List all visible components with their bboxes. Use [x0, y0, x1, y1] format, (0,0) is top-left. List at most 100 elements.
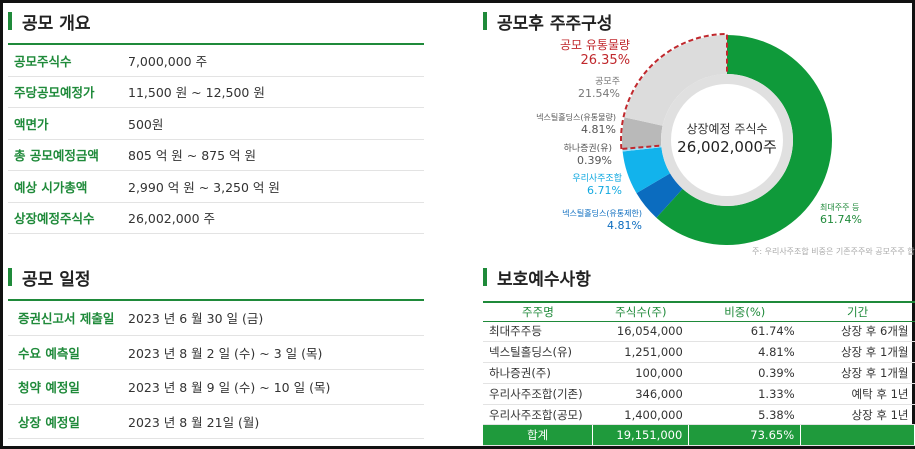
lockup-row: 우리사주조합(공모) 1,400,000 5.38% 상장 후 1년: [483, 404, 915, 426]
overview-label: 상장예정주식수: [14, 211, 95, 227]
overview-section-title: 공모 개요: [8, 10, 91, 34]
overview-value: 26,002,000 주: [128, 211, 216, 227]
nexteel-rest-pct: 4.81%: [607, 219, 642, 232]
lockup-header-row: 주주명 주식수(주) 비중(%) 기간: [483, 301, 915, 322]
donut-slice-1: [636, 173, 683, 218]
hana-pct: 0.39%: [577, 154, 612, 167]
lockup-cell: 상장 후 1개월: [800, 362, 915, 384]
lockup-title: 보호예수사항: [497, 269, 591, 290]
overview-row: 예상 시가총액 2,990 억 원 ~ 3,250 억 원: [8, 171, 424, 203]
donut-center-label: 상장예정 주식수: [686, 122, 767, 136]
lockup-cell: 0.39%: [688, 362, 801, 384]
nexteel-rest-name: 넥스틸홀딩스(유통제한): [562, 209, 642, 218]
overview-row: 주당공모예정가 11,500 원 ~ 12,500 원: [8, 77, 424, 108]
schedule-section-title: 공모 일정: [8, 266, 91, 290]
nexteel-lock-pct: 4.81%: [581, 123, 616, 136]
lockup-cell: 16,054,000: [592, 321, 689, 343]
lockup-total-cell: 19,151,000: [592, 424, 690, 447]
nexteel-rest-label: 넥스틸홀딩스(유통제한) 4.81%: [540, 208, 642, 232]
lockup-cell: 우리사주조합(공모): [483, 404, 593, 426]
major-label: 최대주주 등 61.74%: [820, 202, 862, 226]
schedule-value: 2023 년 8 월 21일 (월): [128, 414, 260, 430]
lockup-table: 주주명 주식수(주) 비중(%) 기간 최대주주등 16,054,000 61.…: [483, 301, 915, 447]
esop-name: 우리사주조합: [572, 174, 622, 184]
schedule-value: 2023 년 8 월 9 일 (수) ~ 10 일 (목): [128, 380, 331, 396]
lockup-header-cell: 기간: [800, 301, 915, 322]
donut-slice-5: [624, 35, 727, 126]
esop-label: 우리사주조합 6.71%: [560, 173, 622, 197]
schedule-title: 공모 일정: [22, 269, 91, 290]
major-name: 최대주주 등: [820, 203, 860, 212]
lockup-row: 우리사주조합(기존) 346,000 1.33% 예탁 후 1년: [483, 383, 915, 405]
float-pct: 26.35%: [580, 53, 631, 68]
title-accent-bar: [483, 12, 487, 30]
overview-value: 805 억 원 ~ 875 억 원: [128, 148, 257, 164]
nexteel-lock-label: 넥스틸홀딩스(유통물량) 4.81%: [520, 112, 616, 136]
overview-value: 500원: [128, 116, 164, 132]
overview-row: 총 공모예정금액 805 억 원 ~ 875 억 원: [8, 140, 424, 171]
schedule-label: 청약 예정일: [18, 380, 80, 396]
public-pct: 21.54%: [578, 87, 620, 100]
lockup-total-row: 합계 19,151,000 73.65%: [483, 424, 915, 447]
schedule-value: 2023 년 6 월 30 일 (금): [128, 311, 264, 327]
public-name: 공모주: [595, 77, 620, 87]
lockup-row: 최대주주등 16,054,000 61.74% 상장 후 6개월: [483, 321, 915, 343]
lockup-cell: 하나증권(주): [483, 362, 593, 384]
overview-label: 공모주식수: [14, 53, 72, 69]
lockup-total-cell: 합계: [483, 424, 594, 447]
overview-table: 공모주식수 7,000,000 주 주당공모예정가 11,500 원 ~ 12,50…: [8, 43, 424, 234]
lockup-cell: 1,251,000: [592, 341, 689, 364]
public-label: 공모주 21.54%: [568, 76, 620, 100]
schedule-label: 증권신고서 제출일: [18, 311, 115, 327]
overview-title: 공모 개요: [22, 13, 91, 34]
donut-slice-2: [622, 147, 671, 194]
title-accent-bar: [8, 268, 12, 286]
overview-value: 11,500 원 ~ 12,500 원: [128, 85, 265, 101]
donut-center: [661, 74, 793, 206]
lockup-cell: 최대주주등: [483, 321, 593, 343]
overview-label: 예상 시가총액: [14, 179, 88, 195]
lockup-cell: 1.33%: [688, 383, 801, 405]
lockup-cell: 4.81%: [688, 341, 801, 364]
schedule-row: 상장 예정일 2023 년 8 월 21일 (월): [8, 405, 424, 439]
overview-label: 액면가: [14, 116, 49, 132]
esop-pct: 6.71%: [587, 184, 622, 197]
composition-title: 공모후 주주구성: [497, 13, 613, 34]
lockup-header-cell: 비중(%): [688, 301, 801, 322]
overview-value: 7,000,000 주: [128, 53, 208, 69]
lockup-cell: 넥스틸홀딩스(유): [483, 341, 593, 364]
overview-value: 2,990 억 원 ~ 3,250 억 원: [128, 179, 280, 195]
overview-row: 상장예정주식수 26,002,000 주: [8, 203, 424, 234]
lockup-header-cell: 주식수(주): [592, 301, 689, 322]
donut-slice-0: [656, 35, 832, 245]
float-name: 공모 유통물량: [560, 38, 631, 52]
lockup-cell: 346,000: [592, 383, 689, 405]
lockup-cell: 100,000: [592, 362, 689, 384]
title-accent-bar: [483, 268, 487, 286]
nexteel-lock-name: 넥스틸홀딩스(유통물량): [536, 113, 616, 122]
overview-label: 주당공모예정가: [14, 85, 95, 101]
lockup-cell: 상장 후 1년: [800, 404, 915, 426]
lockup-row: 넥스틸홀딩스(유) 1,251,000 4.81% 상장 후 1개월: [483, 341, 915, 364]
overview-row: 공모주식수 7,000,000 주: [8, 45, 424, 77]
lockup-cell: 우리사주조합(기존): [483, 383, 593, 405]
lockup-header-cell: 주주명: [483, 301, 593, 322]
lockup-row: 하나증권(주) 100,000 0.39% 상장 후 1개월: [483, 362, 915, 384]
title-accent-bar: [8, 12, 12, 30]
lockup-section-title: 보호예수사항: [483, 266, 591, 290]
schedule-table: 증권신고서 제출일 2023 년 6 월 30 일 (금) 수요 예측일 2023 …: [8, 299, 424, 439]
schedule-label: 상장 예정일: [18, 414, 80, 430]
major-pct: 61.74%: [820, 213, 862, 226]
hana-label: 하나증권(유) 0.39%: [560, 143, 612, 167]
overview-label: 총 공모예정금액: [14, 148, 99, 164]
schedule-value: 2023 년 8 월 2 일 (수) ~ 3 일 (목): [128, 345, 323, 361]
schedule-row: 청약 예정일 2023 년 8 월 9 일 (수) ~ 10 일 (목): [8, 370, 424, 405]
donut-slice-3: [622, 145, 662, 152]
schedule-row: 수요 예측일 2023 년 8 월 2 일 (수) ~ 3 일 (목): [8, 336, 424, 370]
donut-center-value: 26,002,000주: [677, 138, 777, 156]
lockup-total-cell: [800, 424, 915, 447]
composition-note: 주: 우리사주조합 비중은 기존주주와 공모주주 합산: [752, 247, 915, 256]
lockup-cell: 상장 후 1개월: [800, 341, 915, 364]
